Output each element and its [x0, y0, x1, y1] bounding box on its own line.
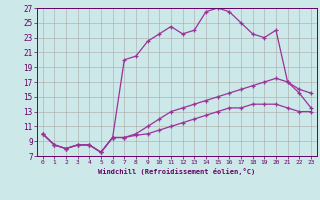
X-axis label: Windchill (Refroidissement éolien,°C): Windchill (Refroidissement éolien,°C) — [98, 168, 255, 175]
